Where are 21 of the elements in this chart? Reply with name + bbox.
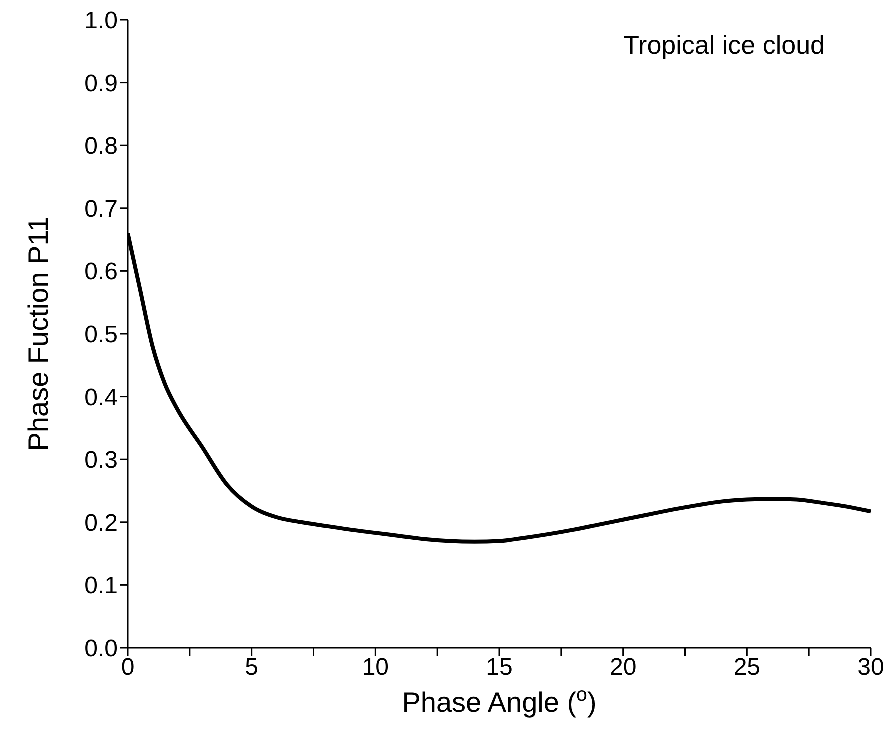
y-tick-label: 0.5	[84, 322, 118, 349]
y-tick-label: 0.2	[84, 510, 118, 537]
y-tick-label: 0.6	[84, 258, 118, 286]
x-tick-label: 30	[858, 654, 884, 682]
x-tick-label: 5	[245, 654, 259, 682]
y-tick-label: 0.8	[84, 133, 118, 160]
text: 1.0	[84, 8, 118, 35]
y-tick-label: 0.9	[84, 70, 118, 98]
y-tick-label: 0.7	[84, 196, 118, 223]
x-tick-label: 15	[486, 654, 513, 682]
x-tick-label: 25	[734, 654, 761, 682]
x-tick-label: 10	[362, 654, 390, 682]
y-axis-title: Phase Fuction P11	[22, 216, 54, 452]
y-tick-label: 0.4	[84, 384, 118, 412]
text: 0.0	[84, 636, 118, 663]
x-tick-label: 20	[610, 654, 637, 682]
y-tick-label: 0.3	[84, 447, 118, 474]
y-tick-label: 0.1	[84, 572, 118, 600]
x-tick-label: 0	[121, 654, 135, 682]
annotation: Tropical ice cloud	[624, 30, 825, 61]
x-axis-title: Phase Angle ($^{o}$)	[402, 684, 597, 718]
